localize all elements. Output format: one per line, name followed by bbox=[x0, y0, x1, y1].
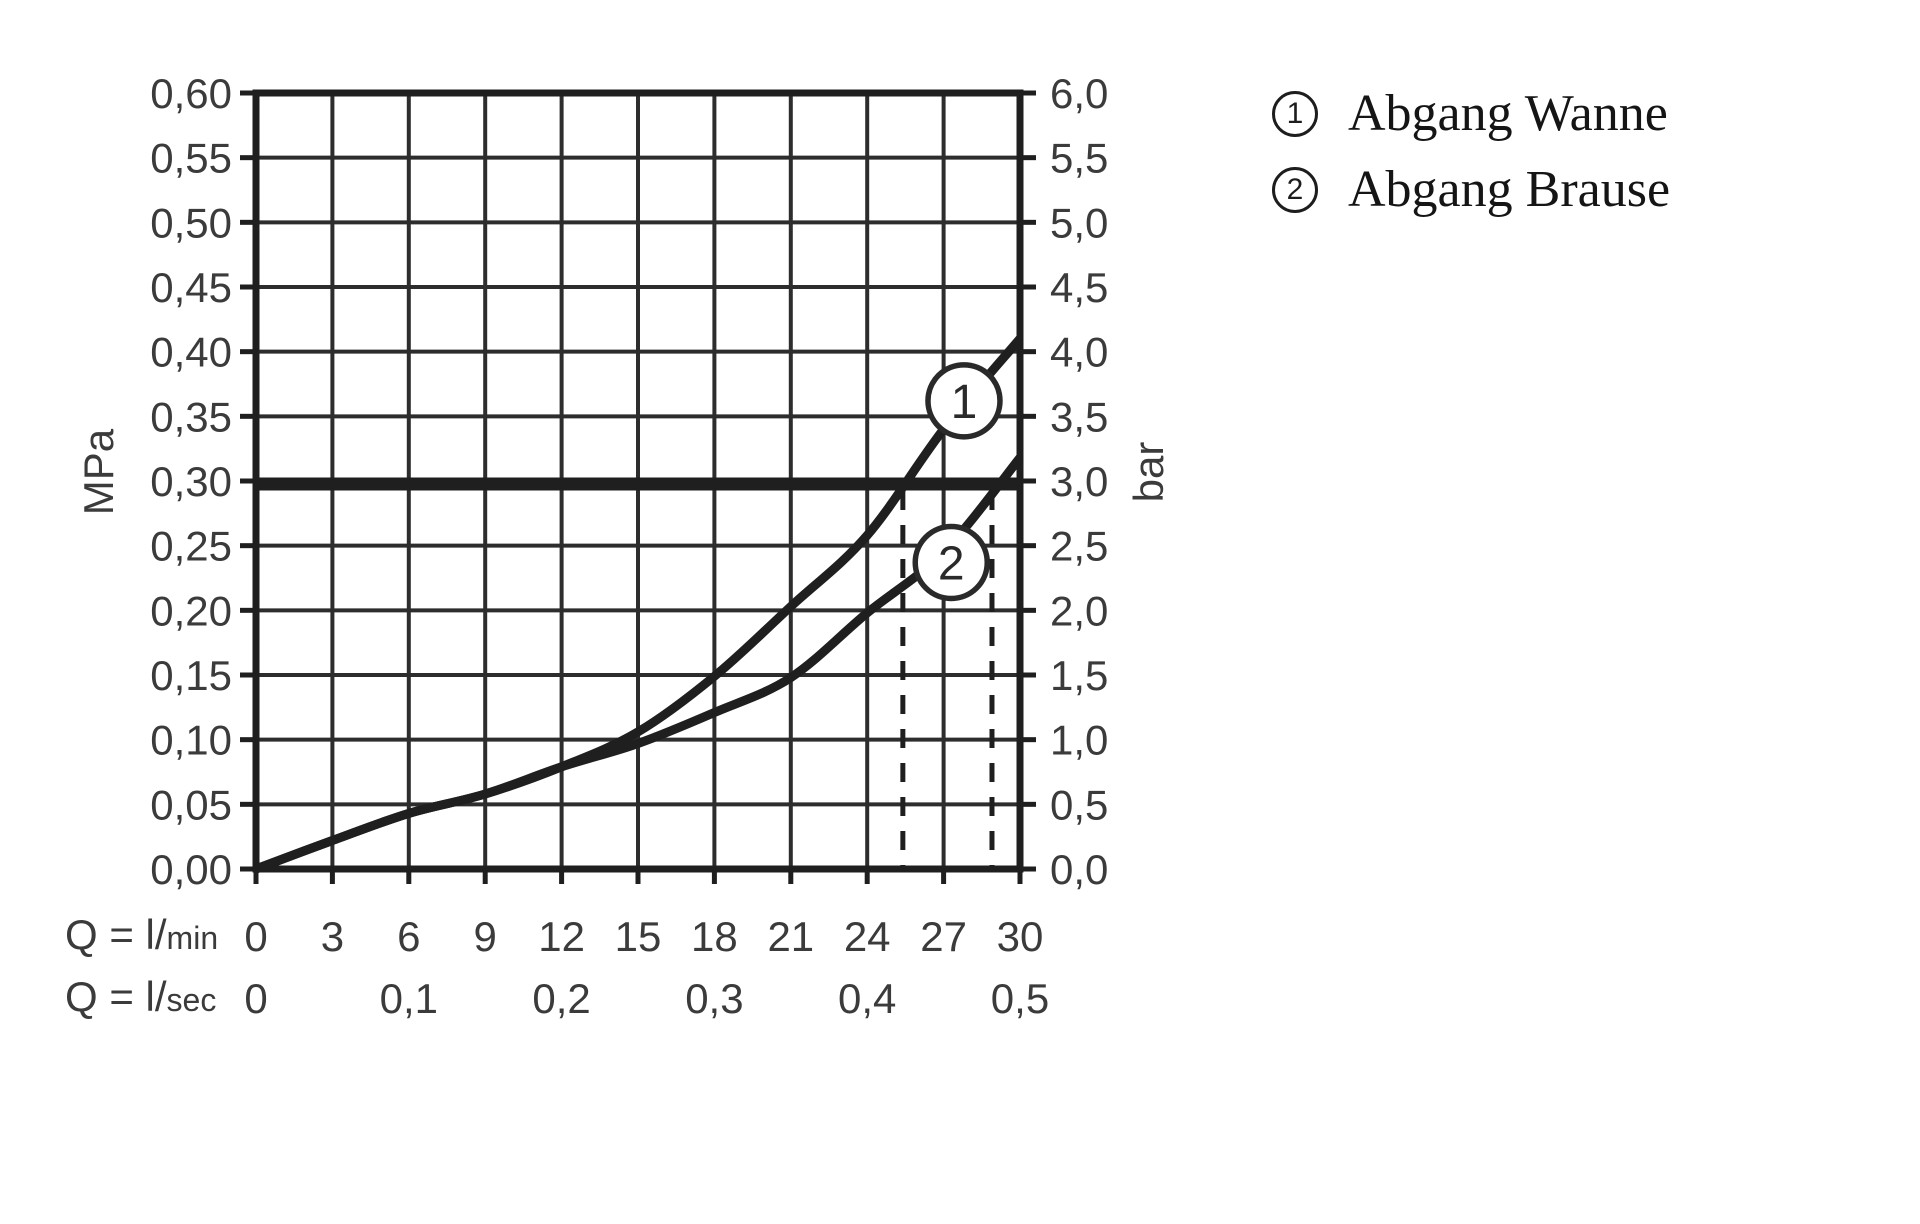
x-lmin-tick-labels: 0 3 6 9 12 15 18 21 24 27 30 bbox=[244, 913, 1043, 960]
x-lmin-tick-label: 9 bbox=[474, 913, 497, 960]
curve-marker-circle-1 bbox=[925, 362, 1003, 440]
y-left-tick-label: 0,55 bbox=[150, 135, 232, 182]
y-right-tick-label: 3,5 bbox=[1050, 393, 1108, 440]
flow-curves bbox=[254, 335, 1024, 874]
legend-marker-1-icon: 1 bbox=[1272, 91, 1318, 137]
dashed-guide-lines bbox=[900, 491, 995, 867]
x-lmin-tick-label: 27 bbox=[920, 913, 967, 960]
y-right-tick-label: 0,0 bbox=[1050, 846, 1108, 893]
curve-markers: 12 bbox=[912, 362, 1003, 602]
legend-item-wanne: 1 Abgang Wanne bbox=[1272, 88, 1670, 140]
y-right-tick-label: 4,5 bbox=[1050, 264, 1108, 311]
x-lmin-tick-label: 0 bbox=[244, 913, 267, 960]
y-left-tick-label: 0,60 bbox=[150, 70, 232, 117]
y-right-tick-label: 5,5 bbox=[1050, 135, 1108, 182]
curve-marker-number-1: 1 bbox=[951, 376, 978, 429]
y-right-tick-label: 0,5 bbox=[1050, 781, 1108, 828]
x-lsec-tick-label: 0 bbox=[244, 975, 267, 1022]
x-lmin-tick-label: 24 bbox=[844, 913, 891, 960]
x-lmin-tick-label: 12 bbox=[538, 913, 585, 960]
x-lmin-tick-label: 30 bbox=[997, 913, 1044, 960]
y-left-axis-unit: MPa bbox=[75, 428, 122, 515]
y-right-axis-unit: bar bbox=[1125, 442, 1172, 503]
x-lsec-tick-label: 0,2 bbox=[532, 975, 590, 1022]
y-left-tick-label: 0,50 bbox=[150, 199, 232, 246]
y-left-tick-label: 0,35 bbox=[150, 393, 232, 440]
x-axis-unit-lsec: Q = l/sec bbox=[65, 973, 216, 1020]
legend-item-brause: 2 Abgang Brause bbox=[1272, 164, 1670, 216]
y-left-tick-label: 0,40 bbox=[150, 329, 232, 376]
y-left-tick-label: 0,30 bbox=[150, 458, 232, 505]
axis-ticks bbox=[240, 90, 1036, 884]
y-right-tick-label: 3,0 bbox=[1050, 458, 1108, 505]
y-right-tick-label: 4,0 bbox=[1050, 329, 1108, 376]
y-right-tick-label: 2,0 bbox=[1050, 587, 1108, 634]
x-lsec-tick-label: 0,5 bbox=[991, 975, 1049, 1022]
y-left-tick-label: 0,05 bbox=[150, 781, 232, 828]
y-left-tick-label: 0,15 bbox=[150, 652, 232, 699]
y-left-tick-label: 0,45 bbox=[150, 264, 232, 311]
curve-2 bbox=[254, 454, 1024, 874]
x-lmin-tick-label: 18 bbox=[691, 913, 738, 960]
y-right-tick-label: 5,0 bbox=[1050, 199, 1108, 246]
x-lsec-tick-label: 0,1 bbox=[380, 975, 438, 1022]
y-left-tick-labels: 0,00 0,05 0,10 0,15 0,20 0,25 0,30 0,35 0,40 0,45… bbox=[150, 70, 232, 893]
y-right-tick-label: 1,5 bbox=[1050, 652, 1108, 699]
y-right-tick-label: 2,5 bbox=[1050, 523, 1108, 570]
curve-marker-circle-2 bbox=[912, 523, 990, 602]
y-left-tick-label: 0,25 bbox=[150, 523, 232, 570]
x-lsec-tick-labels: 0 0,1 0,2 0,3 0,4 0,5 bbox=[244, 975, 1049, 1022]
y-right-tick-label: 6,0 bbox=[1050, 70, 1108, 117]
legend-label-wanne: Abgang Wanne bbox=[1348, 85, 1668, 142]
x-lsec-tick-label: 0,4 bbox=[838, 975, 896, 1022]
y-right-tick-label: 1,0 bbox=[1050, 717, 1108, 764]
x-lmin-tick-label: 15 bbox=[615, 913, 662, 960]
y-right-tick-labels: 0,0 0,5 1,0 1,5 2,0 2,5 3,0 3,5 4,0 4,5 5,0 5,5 6,0 bbox=[1050, 70, 1108, 893]
x-lsec-tick-label: 0,3 bbox=[685, 975, 743, 1022]
legend-label-brause: Abgang Brause bbox=[1348, 161, 1671, 218]
y-left-tick-label: 0,00 bbox=[150, 846, 232, 893]
x-lmin-tick-label: 6 bbox=[397, 913, 420, 960]
x-lmin-tick-label: 21 bbox=[767, 913, 814, 960]
y-left-tick-label: 0,10 bbox=[150, 717, 232, 764]
y-left-tick-label: 0,20 bbox=[150, 587, 232, 634]
curve-marker-number-2: 2 bbox=[938, 537, 965, 590]
x-lmin-tick-label: 3 bbox=[321, 913, 344, 960]
x-axis-unit-lmin: Q = l/min bbox=[65, 911, 218, 958]
legend-marker-2-icon: 2 bbox=[1272, 167, 1318, 213]
legend: 1 Abgang Wanne 2 Abgang Brause bbox=[1272, 88, 1670, 240]
